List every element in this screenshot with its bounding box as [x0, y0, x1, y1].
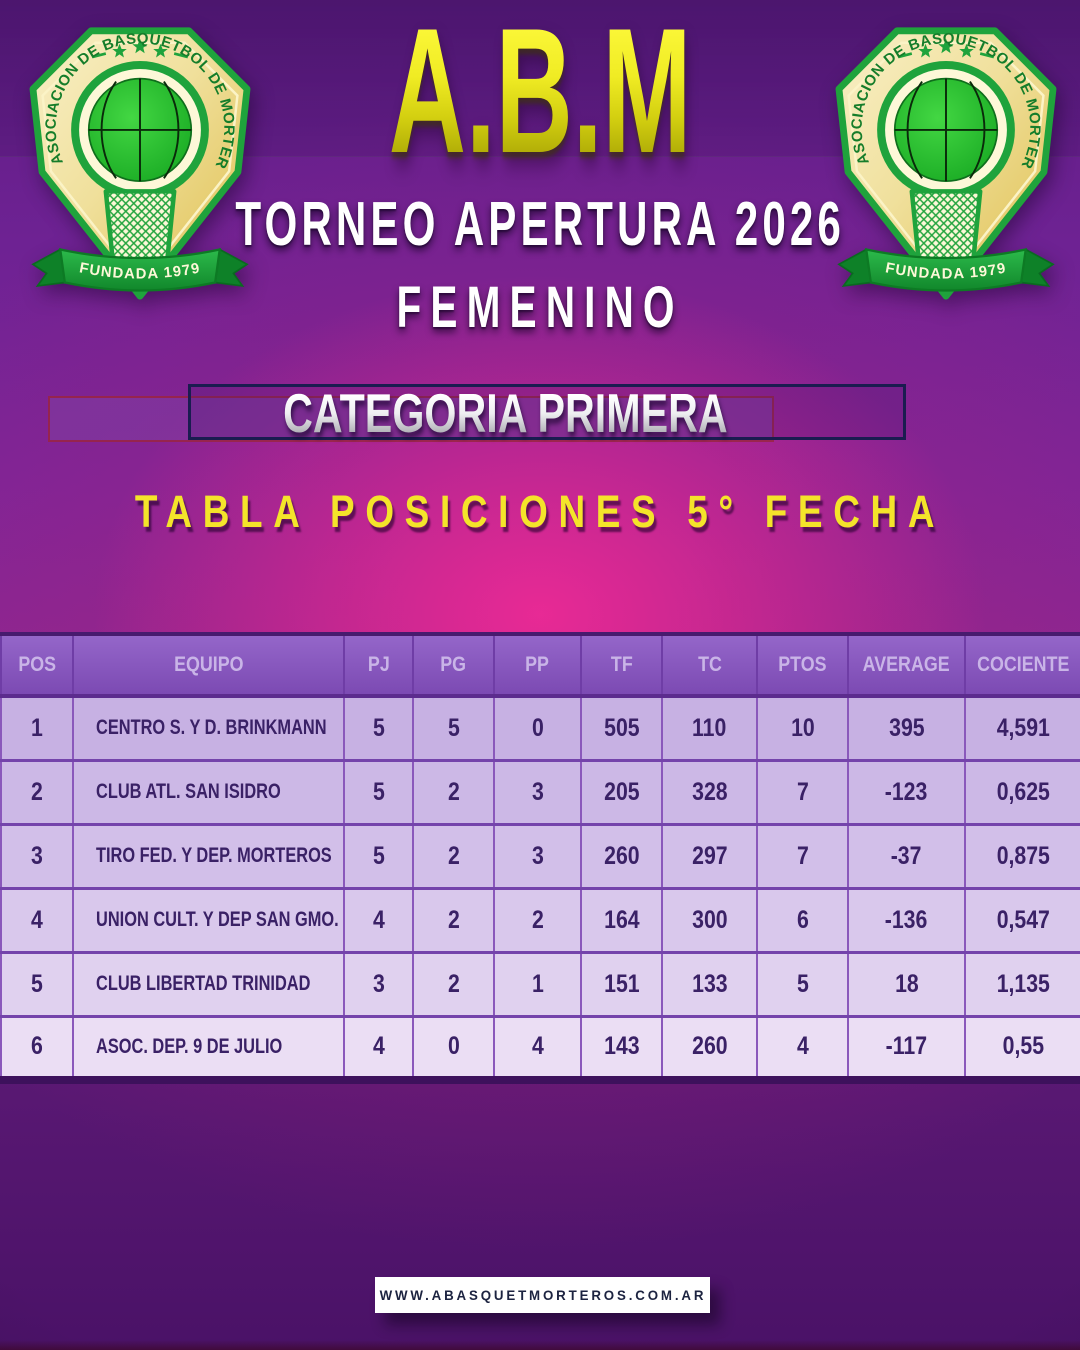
bottom-edge: [0, 1340, 1080, 1350]
